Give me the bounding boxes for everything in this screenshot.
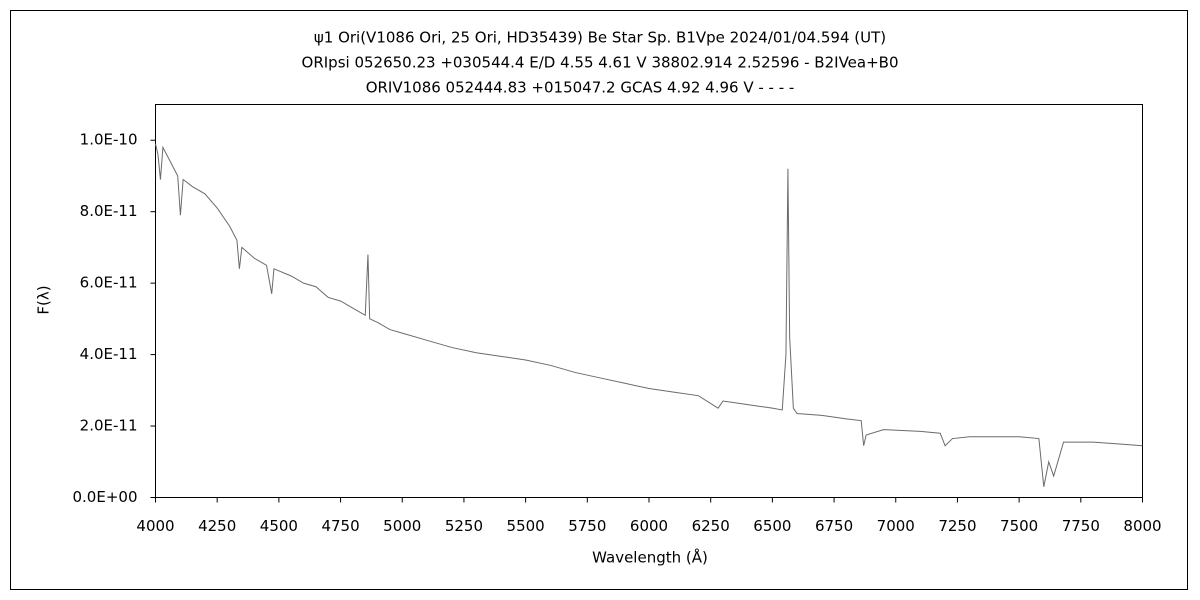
x-tick-label: 6750: [815, 517, 853, 535]
x-tick-label: 5500: [507, 517, 545, 535]
x-tick-label: 4750: [321, 517, 359, 535]
y-tick-label: 8.0E-11: [80, 202, 138, 220]
x-tick-label: 6250: [692, 517, 730, 535]
y-tick-label: 0.0E+00: [73, 488, 138, 506]
x-tick-label: 7000: [877, 517, 915, 535]
chart-subtitle: ORIV1086 052444.83 +015047.2 GCAS 4.92 4…: [366, 79, 795, 97]
x-tick-label: 6000: [630, 517, 668, 535]
y-tick-label: 4.0E-11: [80, 345, 138, 363]
y-tick-label: 2.0E-11: [80, 417, 138, 435]
y-axis-label: F(λ): [35, 285, 53, 314]
spectrum-line: [155, 143, 1143, 487]
x-tick-label: 5250: [445, 517, 483, 535]
y-tick-label: 6.0E-11: [80, 274, 138, 292]
x-tick-label: 7500: [1000, 517, 1038, 535]
chart-subtitle: ORIpsi 052650.23 +030544.4 E/D 4.55 4.61…: [302, 54, 899, 72]
x-tick-label: 4500: [260, 517, 298, 535]
x-tick-label: 4250: [198, 517, 236, 535]
chart-title: ψ1 Ori(V1086 Ori, 25 Ori, HD35439) Be St…: [314, 29, 886, 47]
y-tick-label: 1.0E-10: [80, 131, 138, 149]
x-axis-label: Wavelength (Å): [592, 548, 708, 567]
x-tick-label: 5000: [383, 517, 421, 535]
x-tick-label: 7250: [938, 517, 976, 535]
x-tick-label: 4000: [136, 517, 174, 535]
plot-area: [155, 104, 1143, 498]
x-tick-label: 6500: [753, 517, 791, 535]
x-tick-label: 5750: [568, 517, 606, 535]
x-tick-label: 7750: [1062, 517, 1100, 535]
x-tick-label: 8000: [1123, 517, 1161, 535]
